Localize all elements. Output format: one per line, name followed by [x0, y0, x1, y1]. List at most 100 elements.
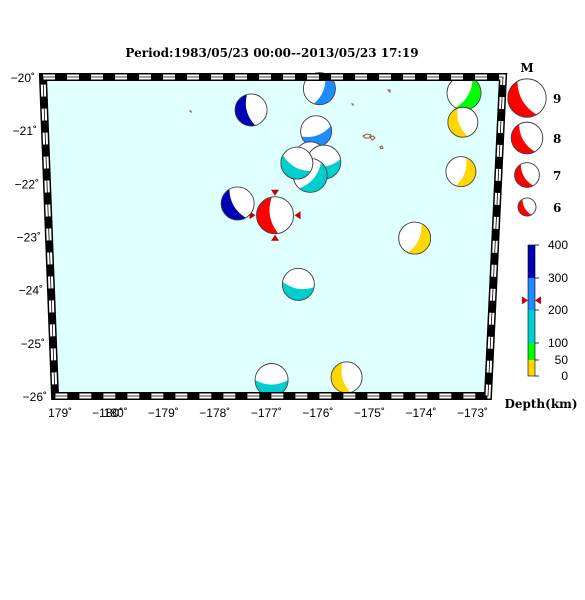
lat-label: −20˚ [11, 71, 35, 85]
depth-marker-left [522, 296, 528, 305]
depth-band [528, 278, 535, 310]
focal-mechanism [280, 146, 314, 180]
depth-band [528, 360, 535, 376]
longitude-labels: 179˚ −180˚180˚ −179˚ −178˚ −177˚ −176˚ −175˚ −1… [48, 406, 488, 420]
lat-label: −24˚ [19, 284, 43, 298]
depth-tick-label: 0 [561, 369, 568, 383]
beachball-compression [221, 189, 246, 221]
magnitude-label: 8 [553, 132, 561, 146]
magnitude-symbol [517, 197, 537, 217]
beachball-compression [511, 124, 535, 154]
magnitude-legend-title: M [520, 61, 533, 75]
beachball-compression [299, 162, 328, 193]
island-tonga-3 [379, 145, 384, 150]
beachball-rim [220, 186, 255, 221]
highlight-marker [271, 234, 280, 241]
lon-label: −173˚ [457, 406, 488, 420]
focal-mechanism [398, 221, 432, 255]
beachball-compression [455, 78, 482, 110]
beachball-compression [507, 81, 537, 118]
magnitude-legend: M 9 8 7 6 [507, 61, 561, 217]
focal-mechanisms [220, 72, 482, 397]
lat-label: −26˚ [23, 390, 47, 404]
map-frame [38, 73, 508, 400]
magnitude-symbols: 9 8 7 6 [507, 78, 561, 217]
magnitude-symbol [514, 162, 540, 188]
beachball-rim [280, 146, 314, 180]
magnitude-label: 6 [553, 201, 561, 215]
beachball-compression [517, 199, 532, 216]
beachball-compression [256, 197, 279, 234]
beachball-rim [507, 78, 547, 118]
lon-label: −177˚ [251, 406, 282, 420]
depth-band [528, 245, 535, 278]
beachball-compression [331, 362, 351, 393]
depth-tick-label: 200 [548, 303, 568, 317]
lat-label: −22˚ [15, 177, 39, 191]
beachball-compression [235, 94, 256, 126]
beachball-rim [256, 196, 294, 235]
depth-band [528, 343, 535, 360]
lon-label: −178˚ [199, 406, 230, 420]
island-markers [188, 89, 391, 150]
lat-label: −25˚ [21, 337, 45, 351]
lon-label: 180˚ [104, 406, 128, 420]
lon-label: −180˚ [92, 406, 123, 420]
beachball-rim [281, 267, 315, 301]
latitude-labels: −20˚ −21˚ −22˚ −23˚ −24˚ −25˚ −26˚ [11, 71, 47, 404]
beachball-rim [510, 121, 544, 155]
beachball-compression [407, 223, 431, 255]
island-tonga-5 [188, 110, 192, 114]
focal-mechanism [254, 363, 289, 397]
beachball-rim [517, 197, 537, 217]
frame-border-inner [42, 76, 504, 397]
lon-label: −174˚ [405, 406, 436, 420]
beachball-compression [455, 157, 476, 187]
highlight-marker [294, 211, 301, 220]
beachball-rim [234, 93, 268, 127]
magnitude-label: 9 [553, 92, 561, 106]
focal-mechanism [445, 156, 477, 188]
beachball-rim [447, 106, 479, 138]
beachball-compression [514, 164, 534, 188]
lon-label: −179˚ [148, 406, 179, 420]
magnitude-symbol [510, 121, 544, 155]
focal-mechanism [220, 186, 255, 221]
lon-label: −175˚ [354, 406, 385, 420]
ocean-area [43, 77, 503, 396]
depth-legend: 0 50 100 200 300 400 Depth(km) [504, 238, 577, 411]
focal-mechanism [281, 267, 315, 301]
depth-legend-title: Depth(km) [504, 397, 577, 411]
depth-marker-right [535, 296, 541, 305]
island-tonga-4 [386, 89, 391, 94]
depth-tick-label: 50 [555, 353, 569, 367]
depth-colorbar: 0 50 100 200 300 400 [522, 238, 568, 383]
beachball-rim [302, 72, 336, 106]
lat-label: −21˚ [13, 124, 37, 138]
lon-label: −176˚ [302, 406, 333, 420]
depth-band [528, 310, 535, 343]
island-tonga-6 [350, 103, 354, 107]
highlight-marker [271, 189, 280, 196]
beachball-rim [445, 156, 477, 188]
depth-tick-label: 400 [548, 238, 568, 252]
island-tonga-2 [369, 135, 376, 141]
beachball-compression [280, 155, 311, 180]
map-title: Period:1983/05/23 00:00--2013/05/23 17:1… [125, 46, 418, 60]
beachball-compression [313, 73, 336, 105]
beachball-rim [398, 221, 432, 255]
focal-mechanism [234, 93, 268, 127]
map-panel: −20˚ −21˚ −22˚ −23˚ −24˚ −25˚ −26˚ 179˚ −180˚18… [11, 71, 508, 420]
lon-label: 179˚ [48, 406, 72, 420]
magnitude-symbol [507, 78, 547, 118]
focal-mechanism [300, 115, 333, 148]
beachball-compression [282, 281, 315, 301]
beachball-compression [447, 108, 468, 138]
focal-mechanism [447, 106, 479, 138]
lat-label: −23˚ [17, 231, 41, 245]
beachball-rim [514, 162, 540, 188]
focal-mechanism [446, 75, 482, 111]
depth-tick-label: 300 [548, 271, 568, 285]
depth-tick-label: 100 [548, 336, 568, 350]
